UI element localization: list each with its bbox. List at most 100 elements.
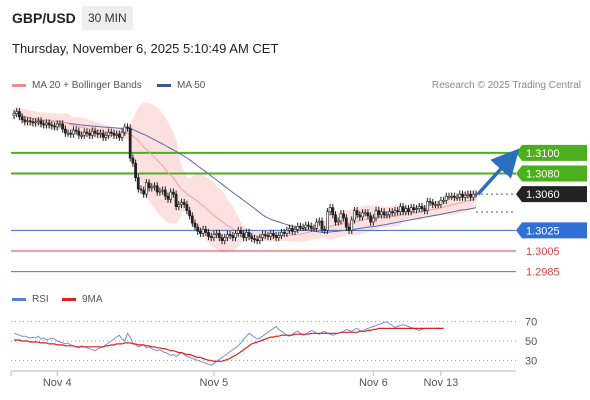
candle-body-up bbox=[120, 131, 124, 138]
candle-body-up bbox=[458, 193, 462, 198]
candle bbox=[415, 205, 418, 214]
candle-body-up bbox=[439, 200, 443, 205]
candle-body-up bbox=[371, 217, 375, 223]
legend-ma50: MA 50 bbox=[157, 80, 205, 91]
candle-body-down bbox=[420, 206, 424, 209]
candle bbox=[212, 230, 216, 242]
candle bbox=[385, 211, 389, 219]
candle-body-up bbox=[288, 227, 291, 231]
candle bbox=[347, 223, 351, 234]
candle-body-up bbox=[258, 237, 262, 241]
candle bbox=[88, 129, 92, 139]
legend-swatch bbox=[12, 297, 26, 301]
candle-body-down bbox=[136, 177, 140, 190]
candle bbox=[250, 232, 254, 243]
candle-body-down bbox=[220, 237, 224, 241]
candle bbox=[112, 129, 116, 139]
candle bbox=[180, 198, 183, 209]
candle-body-down bbox=[101, 132, 105, 138]
candle bbox=[328, 203, 332, 216]
candle-body-down bbox=[134, 162, 137, 178]
candle-body-down bbox=[96, 132, 100, 135]
candle bbox=[150, 183, 154, 192]
candle bbox=[117, 130, 121, 141]
candle-body-up bbox=[317, 220, 321, 223]
candle bbox=[120, 128, 124, 141]
candle-body-up bbox=[277, 235, 281, 238]
candle-body-up bbox=[293, 229, 297, 232]
candle-body-up bbox=[328, 207, 332, 213]
candle-body-down bbox=[188, 210, 192, 217]
candle-body-up bbox=[150, 186, 154, 189]
candle-body-up bbox=[442, 200, 445, 202]
level-tag-box bbox=[516, 144, 587, 161]
candle-body-up bbox=[409, 207, 413, 213]
candle bbox=[90, 127, 94, 139]
candle bbox=[255, 236, 259, 245]
candle-body-up bbox=[223, 237, 227, 241]
candle-body-down bbox=[42, 123, 46, 126]
candle-body-down bbox=[74, 129, 78, 132]
candle bbox=[85, 128, 89, 137]
candle-body-down bbox=[452, 195, 456, 198]
candle-body-down bbox=[369, 215, 373, 223]
candle bbox=[452, 192, 456, 201]
candle bbox=[55, 120, 59, 131]
candle bbox=[209, 232, 213, 242]
timeframe-button[interactable]: 30 MIN bbox=[82, 6, 133, 30]
chart-header: GBP/USD 30 MIN bbox=[0, 0, 590, 36]
candle-body-down bbox=[271, 233, 275, 236]
candle bbox=[144, 179, 148, 198]
candle-body-down bbox=[469, 193, 472, 198]
candle bbox=[193, 219, 197, 231]
candle-body-down bbox=[347, 226, 351, 231]
candle bbox=[242, 229, 246, 242]
candle bbox=[12, 109, 16, 120]
candle-body-down bbox=[163, 189, 167, 197]
candle bbox=[196, 223, 200, 235]
candle bbox=[253, 234, 256, 244]
candle-body-up bbox=[285, 230, 289, 234]
candle bbox=[228, 230, 232, 240]
candle bbox=[185, 200, 189, 215]
candle-body-up bbox=[301, 226, 305, 229]
candle-body-down bbox=[366, 212, 370, 217]
candle-body-up bbox=[312, 227, 316, 230]
candle bbox=[231, 231, 235, 242]
x-axis-label: Nov 13 bbox=[423, 377, 458, 389]
candle bbox=[436, 200, 440, 209]
level-tag-text: 1.3025 bbox=[526, 225, 560, 237]
candle-body-up bbox=[444, 195, 448, 201]
candle bbox=[342, 210, 346, 222]
candle bbox=[412, 203, 416, 214]
candle-body-down bbox=[239, 230, 243, 234]
candle bbox=[388, 208, 391, 219]
candle-body-up bbox=[415, 208, 418, 210]
level-tag-1.3100: 1.3100 bbox=[516, 144, 587, 161]
candle-body-up bbox=[374, 210, 378, 219]
candle bbox=[425, 197, 429, 215]
candle bbox=[115, 130, 119, 139]
level-tag-text: 1.3060 bbox=[526, 189, 560, 201]
candle bbox=[26, 117, 29, 126]
candle-body-up bbox=[404, 208, 408, 213]
candle bbox=[50, 121, 54, 130]
candle-body-down bbox=[255, 239, 259, 241]
candle-body-up bbox=[177, 204, 181, 207]
legend-swatch bbox=[12, 83, 26, 87]
candle bbox=[350, 216, 354, 234]
candle-body-down bbox=[253, 238, 256, 240]
candle bbox=[74, 126, 78, 135]
candle-body-down bbox=[231, 235, 235, 238]
candle bbox=[163, 186, 167, 200]
candle bbox=[107, 128, 110, 139]
candle-body-up bbox=[315, 221, 318, 229]
candle-body-down bbox=[323, 229, 327, 231]
candle bbox=[274, 231, 278, 242]
candle-body-up bbox=[236, 230, 240, 234]
candle bbox=[207, 228, 210, 241]
candle-body-up bbox=[393, 210, 397, 214]
candle-body-up bbox=[212, 234, 216, 238]
candle-body-down bbox=[109, 131, 113, 134]
